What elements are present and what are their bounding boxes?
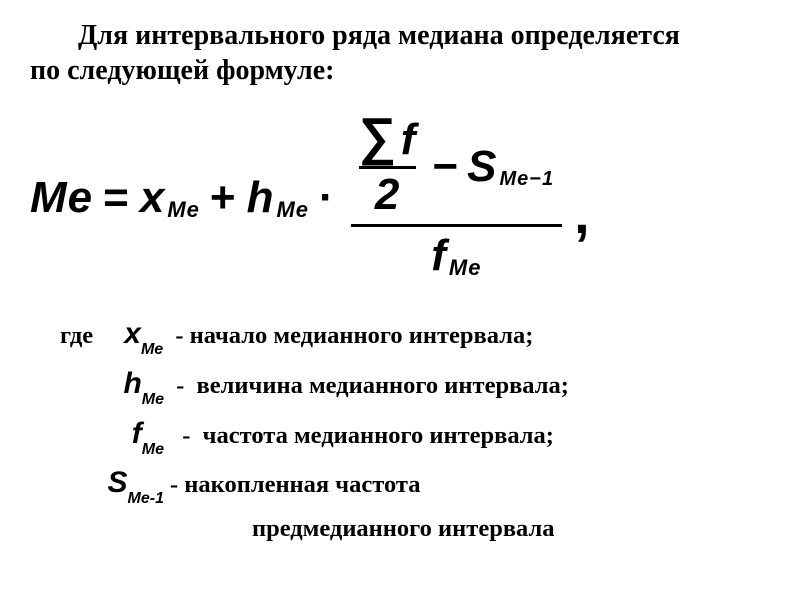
legend-sym-main: f <box>132 417 142 450</box>
heading-text: Для интервального ряда медиана определяе… <box>30 18 770 88</box>
legend-dash: - <box>176 372 184 399</box>
legend-symbol: fMe <box>104 411 164 459</box>
legend-text: величина медианного интервала; <box>197 372 569 399</box>
legend-dash: - <box>170 471 178 498</box>
legend-continuation: предмедианного интервала <box>60 510 770 548</box>
num-right-symbol: S <box>467 142 497 192</box>
legend-text: начало медианного интервала; <box>190 322 534 349</box>
legend-dash: - <box>182 422 190 449</box>
legend-desc: - накопленная частота <box>170 466 420 504</box>
legend-block: где xMe - начало медианного интервала; h… <box>30 311 770 548</box>
legend-sym-main: S <box>108 466 128 499</box>
legend-symbol: xMe <box>103 311 163 359</box>
den-symbol: f <box>431 231 447 281</box>
term1-sub: Ме <box>167 197 200 223</box>
den-sub: Ме <box>449 255 482 281</box>
minus-sign: − <box>432 142 459 192</box>
inner-frac-num: ∑f <box>359 114 417 165</box>
legend-sym-sub: Me <box>141 341 163 358</box>
fraction-numerator: ∑f 2 − SМе−1 <box>351 112 562 222</box>
main-fraction: ∑f 2 − SМе−1 fМе <box>351 112 562 283</box>
inner-frac-den: 2 <box>375 170 400 220</box>
legend-text: накопленная частота <box>184 471 420 498</box>
legend-row: SMe-1 - накопленная частота <box>60 460 770 508</box>
sigma-var: f <box>401 115 417 164</box>
plus-sign: + <box>210 173 237 223</box>
legend-sym-sub: Me <box>142 391 164 408</box>
legend-row: fMe - частота медианного интервала; <box>60 411 770 459</box>
term2-sub: Ме <box>276 197 309 223</box>
inner-frac-bar <box>359 166 417 169</box>
legend-sym-sub: Me <box>142 441 164 458</box>
legend-text: частота медианного интервала; <box>203 422 554 449</box>
legend-row: где xMe - начало медианного интервала; <box>60 311 770 359</box>
legend-desc: - начало медианного интервала; <box>169 317 533 355</box>
term2-symbol: h <box>247 173 275 223</box>
legend-row: hMe - величина медианного интервала; <box>60 361 770 409</box>
fraction-denominator: fМе <box>423 229 489 283</box>
legend-cont-text: предмедианного интервала <box>252 510 555 548</box>
sigma-icon: ∑ <box>359 108 397 166</box>
legend-desc: - частота медианного интервала; <box>170 417 554 455</box>
lhs-symbol: Ме <box>30 173 93 223</box>
median-formula: Ме = xМе + hМе · ∑f 2 − SМе−1 fМе , <box>30 112 770 283</box>
inner-fraction: ∑f 2 <box>359 114 417 220</box>
term1-symbol: x <box>140 173 165 223</box>
trailing-comma: , <box>574 181 591 246</box>
legend-sym-sub: Me-1 <box>128 490 164 507</box>
equals-sign: = <box>103 173 130 223</box>
legend-symbol: SMe-1 <box>90 460 164 508</box>
num-right-sub: Ме−1 <box>499 168 554 191</box>
legend-desc: - величина медианного интервала; <box>170 367 569 405</box>
legend-dash: - <box>175 322 183 349</box>
legend-sym-main: h <box>123 367 141 400</box>
where-label: где <box>60 317 93 355</box>
mult-sign: · <box>319 173 335 223</box>
legend-sym-main: x <box>124 317 141 350</box>
fraction-bar <box>351 224 562 227</box>
legend-symbol: hMe <box>104 361 164 409</box>
